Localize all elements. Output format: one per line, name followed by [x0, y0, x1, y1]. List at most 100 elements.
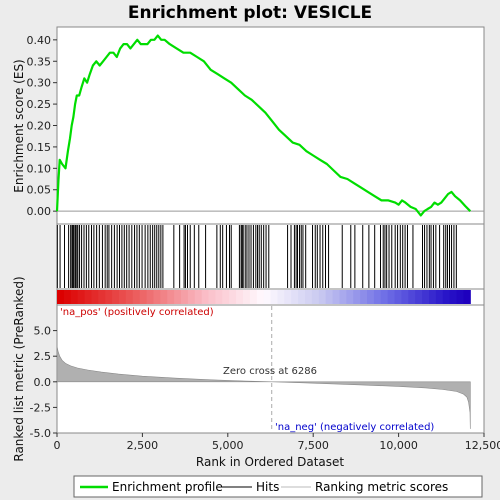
color-bar-segment	[249, 290, 258, 304]
color-bar-segment	[181, 290, 189, 304]
ranking-y-axis: -5.0 -2.5 0.0 2.5 5.0	[30, 325, 57, 440]
color-bar-segment	[236, 290, 244, 304]
color-bar-segment	[305, 290, 313, 304]
color-bar-segment	[105, 290, 113, 304]
es-y-axis: 0.00 0.05 0.10 0.15 0.20 0.25 0.30 0.35 0.40	[27, 34, 57, 218]
color-bar-segment	[277, 290, 285, 304]
color-bar-segment	[394, 290, 402, 304]
color-bar-segment	[360, 290, 368, 304]
legend-label: Ranking metric scores	[315, 480, 448, 494]
color-bar-segment	[429, 290, 437, 304]
color-bar-segment	[373, 290, 382, 304]
ranking-y-tick-label: 2.5	[34, 350, 52, 363]
zero-cross-label: Zero cross at 6286	[223, 366, 317, 377]
hits-marks	[56, 225, 457, 288]
x-axis-title: Rank in Ordered Dataset	[196, 455, 344, 469]
es-y-tick-label: 0.40	[27, 34, 52, 47]
color-bar-segment	[215, 290, 223, 304]
es-y-tick-label: 0.00	[27, 205, 52, 218]
color-bar-segment	[84, 290, 92, 304]
es-y-tick-label: 0.20	[27, 120, 52, 133]
legend: Enrichment profile Hits Ranking metric sco…	[80, 480, 448, 494]
color-bar-segment	[119, 290, 127, 304]
color-bar-segment	[332, 290, 340, 304]
color-bar-segment	[325, 290, 334, 304]
correlation-color-bar	[57, 290, 471, 304]
color-bar-segment	[77, 290, 86, 304]
color-bar-segment	[346, 290, 354, 304]
color-bar-segment	[132, 290, 141, 304]
color-bar-segment	[63, 290, 72, 304]
color-bar-segment	[311, 290, 320, 304]
na-neg-annotation: 'na_neg' (negatively correlated)	[275, 422, 434, 433]
color-bar-segment	[401, 290, 409, 304]
x-axis: 0 2,500 5,000 7,500 10,000 12,500	[54, 433, 500, 452]
color-bar-segment	[291, 290, 299, 304]
color-bar-segment	[387, 290, 396, 304]
color-bar-segment	[353, 290, 361, 304]
ranking-y-axis-title: Ranked list metric (PreRanked)	[12, 276, 26, 461]
color-bar-segment	[463, 290, 471, 304]
color-bar-segment	[201, 290, 210, 304]
es-y-tick-label: 0.35	[27, 55, 52, 68]
color-bar-segment	[422, 290, 430, 304]
color-bar-segment	[243, 290, 251, 304]
ranking-y-tick-label: 0.0	[34, 376, 52, 389]
x-tick-label: 12,500	[465, 439, 500, 452]
es-y-tick-label: 0.15	[27, 141, 52, 154]
x-tick-label: 0	[54, 439, 61, 452]
color-bar-segment	[318, 290, 327, 304]
color-bar-segment	[112, 290, 120, 304]
legend-box	[73, 475, 483, 498]
x-tick-label: 5,000	[212, 439, 244, 452]
es-y-tick-label: 0.05	[27, 184, 52, 197]
enrichment-profile-series	[55, 34, 472, 217]
na-pos-annotation: 'na_pos' (positively correlated)	[60, 307, 214, 318]
legend-label: Enrichment profile	[112, 480, 223, 494]
color-bar-segment	[98, 290, 106, 304]
ranking-metric-area	[56, 306, 471, 432]
ranking-y-tick-label: -2.5	[30, 401, 51, 414]
color-bar-segment	[456, 290, 464, 304]
legend-label: Hits	[256, 480, 279, 494]
color-bar-segment	[194, 290, 203, 304]
color-bar-segment	[284, 290, 292, 304]
x-tick-label: 7,500	[297, 439, 329, 452]
color-bar-segment	[298, 290, 306, 304]
color-bar-segment	[222, 290, 230, 304]
color-bar-segment	[57, 290, 65, 304]
chart-title: Enrichment plot: VESICLE	[128, 3, 372, 23]
enrichment-profile-line	[55, 34, 472, 217]
x-tick-label: 2,500	[127, 439, 159, 452]
color-bar-segment	[208, 290, 216, 304]
color-bar-segment	[167, 290, 175, 304]
color-bar-segment	[139, 290, 148, 304]
es-y-tick-label: 0.10	[27, 162, 52, 175]
color-bar-segment	[270, 290, 278, 304]
ranking-metric-series	[56, 345, 471, 429]
hits-panel-frame	[56, 223, 485, 290]
color-bar-segment	[380, 290, 389, 304]
color-bar-segment	[263, 290, 272, 304]
x-tick-label: 10,000	[379, 439, 418, 452]
color-bar-segment	[256, 290, 265, 304]
ranking-panel-frame	[56, 304, 485, 434]
color-bar-segment	[153, 290, 161, 304]
color-bar-segment	[91, 290, 99, 304]
es-y-tick-label: 0.30	[27, 77, 52, 90]
es-panel-frame	[56, 26, 485, 225]
color-bar-segment	[229, 290, 237, 304]
color-bar-segment	[367, 290, 375, 304]
color-bar-segment	[187, 290, 196, 304]
color-bar-segment	[435, 290, 444, 304]
color-bar-segment	[442, 290, 451, 304]
color-bar-segment	[125, 290, 134, 304]
color-bar-segment	[70, 290, 79, 304]
ranking-y-tick-label: -5.0	[30, 427, 51, 440]
color-bar-segment	[174, 290, 182, 304]
color-bar-segment	[408, 290, 416, 304]
color-bar-segment	[339, 290, 347, 304]
color-bar-segment	[146, 290, 154, 304]
color-bar-segment	[449, 290, 458, 304]
